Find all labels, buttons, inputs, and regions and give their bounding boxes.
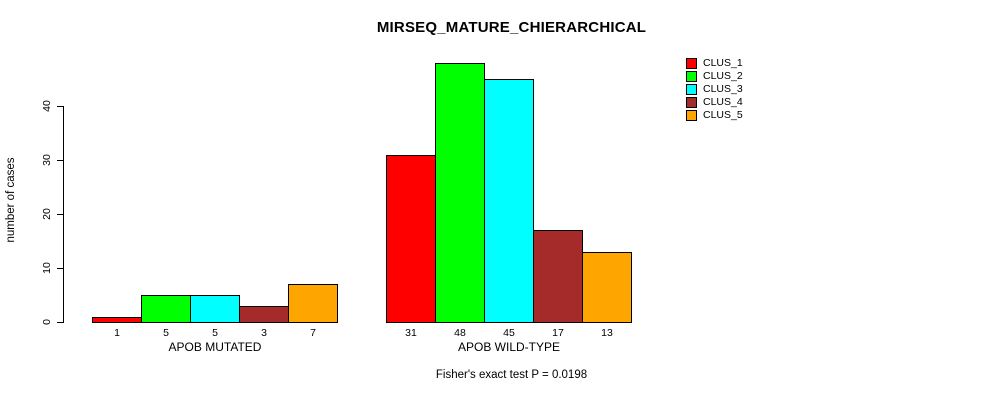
legend-label: CLUS_2 <box>703 70 743 82</box>
bar-clus_4-2 <box>533 230 583 323</box>
y-axis-line <box>63 106 64 323</box>
legend-swatch-icon <box>686 58 697 69</box>
group-label-apob-wild-type: APOB WILD-TYPE <box>457 340 561 354</box>
bar-count-label: 7 <box>310 327 316 339</box>
legend-item-clus_4: CLUS_4 <box>686 96 743 109</box>
fisher-test-annotation: Fisher's exact test P = 0.0198 <box>435 369 588 381</box>
y-tick-label: 20 <box>41 208 53 220</box>
bar-clus_5-2 <box>582 252 632 323</box>
legend-swatch-icon <box>686 110 697 121</box>
y-tick-label: 0 <box>41 319 53 325</box>
bar-clus_2-1 <box>141 295 191 323</box>
y-tick <box>57 106 63 107</box>
legend-label: CLUS_4 <box>703 96 743 108</box>
bar-clus_3-2 <box>484 79 534 323</box>
bar-count-label: 3 <box>261 327 267 339</box>
y-axis-title: number of cases <box>5 157 17 243</box>
bar-count-label: 1 <box>114 327 120 339</box>
legend-item-clus_2: CLUS_2 <box>686 70 743 83</box>
legend-label: CLUS_3 <box>703 83 743 95</box>
bar-count-label: 5 <box>163 327 169 339</box>
y-tick-label: 40 <box>41 100 53 112</box>
group-label-apob-mutated: APOB MUTATED <box>168 340 262 354</box>
bar-clus_1-2 <box>386 155 436 323</box>
bar-count-label: 17 <box>552 327 564 339</box>
legend-item-clus_3: CLUS_3 <box>686 83 743 96</box>
legend-swatch-icon <box>686 71 697 82</box>
legend-item-clus_1: CLUS_1 <box>686 57 743 70</box>
bar-clus_1-1 <box>92 317 142 323</box>
y-tick <box>57 160 63 161</box>
bar-count-label: 45 <box>503 327 515 339</box>
legend-label: CLUS_1 <box>703 57 743 69</box>
bar-clus_4-1 <box>239 306 289 323</box>
legend-label: CLUS_5 <box>703 109 743 121</box>
y-tick <box>57 322 63 323</box>
bar-clus_3-1 <box>190 295 240 323</box>
y-tick-label: 30 <box>41 154 53 166</box>
y-tick-label: 10 <box>41 262 53 274</box>
bar-count-label: 31 <box>405 327 417 339</box>
legend: CLUS_1 CLUS_2 CLUS_3 CLUS_4 CLUS_5 <box>686 57 743 122</box>
legend-item-clus_5: CLUS_5 <box>686 109 743 122</box>
bar-count-label: 5 <box>212 327 218 339</box>
y-tick <box>57 214 63 215</box>
legend-swatch-icon <box>686 97 697 108</box>
bar-count-label: 13 <box>601 327 613 339</box>
legend-swatch-icon <box>686 84 697 95</box>
bar-clus_2-2 <box>435 63 485 323</box>
y-tick <box>57 268 63 269</box>
bar-clus_5-1 <box>288 284 338 323</box>
bar-count-label: 48 <box>454 327 466 339</box>
chart-title: MIRSEQ_MATURE_CHIERARCHICAL <box>376 19 647 36</box>
